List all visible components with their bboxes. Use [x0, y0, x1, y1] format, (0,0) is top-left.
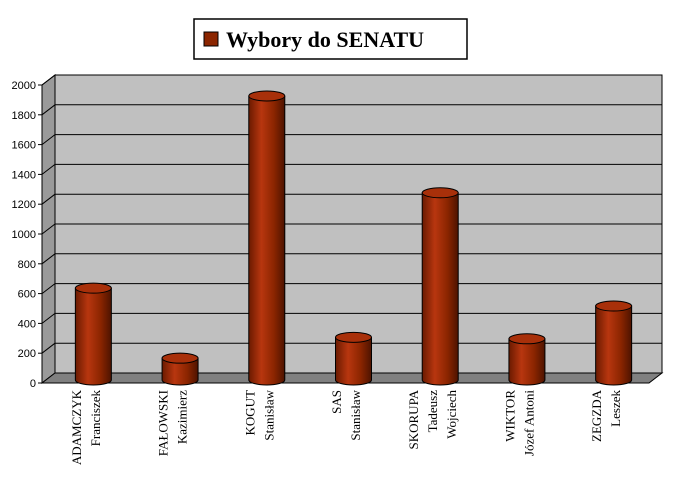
gridline-side	[41, 223, 56, 235]
x-tick-label-line: Leszek	[608, 390, 623, 427]
x-tick-label-line: Franciszek	[88, 390, 103, 447]
x-tick-label-line: Wojciech	[444, 390, 459, 439]
x-tick-label: ZEGZDA Leszek	[589, 389, 623, 442]
y-axis: 0 200 400 600 800 1000 1200 1400 1600 1800 2000	[12, 80, 43, 390]
bar-body	[595, 305, 633, 386]
y-tick-label: 0	[30, 378, 36, 390]
bar-body	[335, 336, 372, 386]
gridlines	[41, 74, 662, 354]
bar-body	[421, 192, 459, 386]
y-tick-label: 2000	[12, 80, 36, 92]
x-tick-label: FAŁOWSKI Kazimierz	[156, 390, 190, 456]
x-tick-label-line: WIKTOR	[502, 390, 517, 442]
x-tick-label-line: Kazimierz	[175, 390, 190, 444]
x-tick-label-line: Stanisław	[261, 389, 276, 440]
bar	[74, 282, 112, 386]
gridline-side	[41, 283, 56, 294]
gridline-side	[41, 74, 56, 86]
bar	[595, 300, 633, 386]
x-tick-label-line: ADAMCZYK	[69, 389, 84, 465]
bar-top	[161, 352, 199, 364]
gridline-side	[41, 342, 56, 354]
bar-top	[595, 300, 633, 312]
y-tick-label: 1400	[12, 169, 36, 181]
bar-top	[335, 331, 372, 343]
x-tick-label-line: Józef Antoni	[521, 390, 536, 456]
bar-body	[248, 95, 286, 386]
y-tick-label: 400	[18, 318, 36, 330]
bar-body	[161, 357, 199, 386]
y-tick-label: 1800	[12, 110, 36, 122]
legend-box	[193, 18, 468, 60]
x-tick-label-line: FAŁOWSKI	[156, 390, 171, 456]
x-tick-label-line: SKORUPA	[406, 389, 421, 449]
bar-top	[74, 282, 112, 294]
bars	[74, 90, 633, 386]
bar	[508, 333, 546, 386]
y-tick-label: 200	[18, 348, 36, 360]
x-tick-label: KOGUT Stanisław	[242, 389, 276, 440]
x-tick-label-line: Stanisław	[348, 389, 363, 440]
x-tick-label-line: ZEGZDA	[589, 389, 604, 442]
x-tick-label: SAS Stanisław	[329, 389, 363, 440]
bar	[248, 90, 286, 386]
gridline-side	[41, 104, 56, 116]
bar-top	[508, 333, 546, 345]
y-tick-label: 1600	[12, 140, 36, 152]
bar-body	[74, 287, 112, 386]
gridline-side	[41, 164, 56, 175]
legend-swatch	[203, 31, 219, 47]
gridline-side	[41, 313, 56, 324]
bar-body	[508, 338, 546, 386]
legend-label: Wybory do SENATU	[226, 27, 424, 52]
bar	[421, 187, 459, 386]
x-tick-label-line: KOGUT	[242, 390, 257, 436]
bar	[161, 352, 199, 386]
gridline-side	[41, 193, 56, 205]
y-tick-label: 1200	[12, 199, 36, 211]
y-tick-label: 800	[18, 259, 36, 271]
y-tick-label: 1000	[12, 229, 36, 241]
y-tick-label: 600	[18, 289, 36, 301]
gridline-side	[41, 134, 56, 145]
x-tick-label-line: SAS	[329, 390, 344, 414]
x-tick-label: ADAMCZYK Franciszek	[69, 389, 103, 465]
bar	[335, 331, 372, 386]
x-tick-label-line: Tadeusz	[425, 390, 440, 433]
x-tick-label: WIKTOR Józef Antoni	[502, 390, 536, 456]
gridline-side	[41, 253, 56, 265]
bar-top	[421, 187, 459, 199]
x-axis-labels: ADAMCZYK Franciszek FAŁOWSKI Kazimierz KOGUT…	[69, 389, 623, 465]
bar-top	[248, 90, 286, 102]
x-tick-label: SKORUPA Tadeusz Wojciech	[406, 389, 459, 449]
legend: Wybory do SENATU	[193, 18, 468, 60]
